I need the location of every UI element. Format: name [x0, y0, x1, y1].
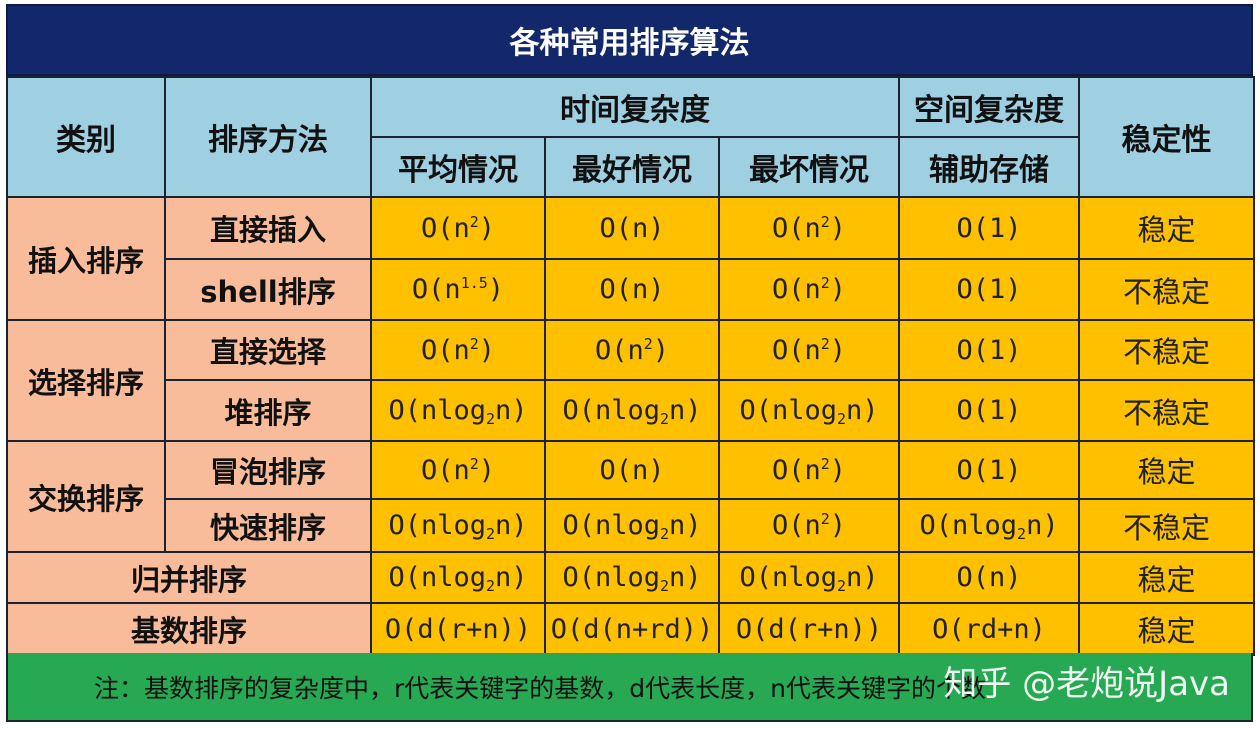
header-auxiliary: 辅助存储 [898, 136, 1081, 198]
exponent-superscript: 2 [820, 274, 830, 292]
sorting-complexity-table: 类别 排序方法 时间复杂度 空间复杂度 稳定性 平均情况 最好情况 最坏情况 辅… [6, 76, 1256, 656]
stability-cell: 稳定 [1078, 551, 1256, 604]
space-cell: O(n) [898, 551, 1081, 604]
best-cell: O(nlog2n) [544, 379, 720, 442]
worst-cell: O(n2) [717, 440, 901, 500]
stability-cell: 稳定 [1078, 440, 1256, 500]
header-space-complexity: 空间复杂度 [898, 76, 1081, 138]
header-worst: 最坏情况 [717, 136, 901, 198]
log-base-subscript: 2 [660, 410, 670, 428]
log-base-subscript: 2 [660, 525, 670, 543]
header-average: 平均情况 [370, 136, 546, 198]
average-cell: O(n1.5) [370, 258, 546, 321]
header-category: 类别 [6, 76, 166, 198]
space-cell: O(1) [898, 319, 1081, 381]
table-row: 交换排序 冒泡排序 O(n2) O(n) O(n2) O(1) 稳定 [6, 440, 1256, 553]
best-cell: O(n2) [544, 319, 720, 381]
space-cell: O(rd+n) [898, 602, 1081, 656]
exponent-superscript: 2 [820, 510, 830, 528]
method-cell: 堆排序 [164, 379, 372, 442]
best-cell: O(d(n+rd)) [544, 602, 720, 656]
table-row: 基数排序 O(d(r+n)) O(d(n+rd)) O(d(r+n)) O(rd… [6, 602, 1256, 656]
method-cell: shell排序 [164, 258, 372, 321]
average-cell: O(n2) [370, 319, 546, 381]
average-cell: O(nlog2n) [370, 498, 546, 553]
best-cell: O(n) [544, 196, 720, 260]
category-exchange: 交换排序 [6, 440, 166, 553]
exponent-superscript: 2 [643, 334, 653, 353]
header-best: 最好情况 [544, 136, 720, 198]
log-base-subscript: 2 [486, 525, 496, 543]
category-selection: 选择排序 [6, 319, 166, 442]
table-row: shell排序 O(n1.5) O(n) O(n2) O(1) 不稳定 [7, 258, 1256, 321]
exponent-superscript: 2 [820, 334, 830, 353]
log-base-subscript: 2 [486, 410, 496, 428]
table-row: 堆排序 O(nlog2n) O(nlog2n) O(nlog2n) O(1) 不… [7, 379, 1256, 442]
worst-cell: O(n2) [717, 196, 901, 260]
exponent-superscript: 2 [469, 334, 479, 353]
stability-cell: 不稳定 [1078, 258, 1256, 321]
average-cell: O(nlog2n) [370, 379, 546, 442]
stability-cell: 稳定 [1078, 196, 1256, 260]
log-base-subscript: 2 [1017, 525, 1027, 543]
table-row: 归并排序 O(nlog2n) O(nlog2n) O(nlog2n) O(n) … [6, 551, 1256, 604]
category-radix: 基数排序 [6, 602, 372, 656]
log-base-subscript: 2 [660, 577, 670, 595]
best-cell: O(nlog2n) [544, 551, 720, 604]
method-cell: 直接插入 [164, 196, 372, 260]
space-cell: O(1) [898, 440, 1081, 500]
table-title: 各种常用排序算法 [6, 4, 1253, 76]
header-stability: 稳定性 [1078, 76, 1256, 198]
average-cell: O(nlog2n) [370, 551, 546, 604]
space-cell: O(1) [898, 379, 1081, 442]
average-cell: O(n2) [370, 440, 546, 500]
header-method: 排序方法 [164, 76, 372, 198]
best-cell: O(n) [544, 440, 720, 500]
table-row: 插入排序 直接插入 O(n2) O(n) O(n2) O(1) 稳定 [6, 196, 1256, 321]
worst-cell: O(d(r+n)) [717, 602, 901, 656]
exponent-superscript: 2 [469, 212, 479, 231]
stability-cell: 不稳定 [1078, 319, 1256, 381]
worst-cell: O(n2) [717, 319, 901, 381]
stability-cell: 不稳定 [1078, 379, 1256, 442]
header-time-complexity: 时间复杂度 [369, 76, 901, 138]
worst-cell: O(n2) [717, 498, 901, 553]
worst-cell: O(nlog2n) [717, 379, 901, 442]
category-insertion: 插入排序 [6, 196, 166, 321]
exponent-superscript: 2 [820, 454, 830, 473]
method-cell: 快速排序 [164, 498, 372, 553]
log-base-subscript: 2 [837, 410, 847, 428]
space-cell: O(1) [898, 258, 1081, 321]
exponent-superscript: 1.5 [460, 274, 488, 292]
method-cell: 直接选择 [164, 319, 372, 381]
footnote: 注：基数排序的复杂度中，r代表关键字的基数，d代表长度，n代表关键字的个数 [6, 653, 1253, 722]
average-cell: O(n2) [370, 196, 546, 260]
table-row: 选择排序 直接选择 O(n2) O(n2) O(n2) O(1) 不稳定 [6, 319, 1256, 442]
exponent-superscript: 2 [469, 454, 479, 473]
log-base-subscript: 2 [837, 577, 847, 595]
exponent-superscript: 2 [820, 212, 830, 231]
stability-cell: 不稳定 [1078, 498, 1256, 553]
space-cell: O(1) [898, 196, 1081, 260]
category-merge: 归并排序 [6, 551, 372, 604]
space-cell: O(nlog2n) [898, 498, 1081, 553]
worst-cell: O(n2) [717, 258, 901, 321]
best-cell: O(nlog2n) [544, 498, 720, 553]
sorting-table-figure: 各种常用排序算法 类别 排序方法 时间复杂度 空间复杂度 稳定性 平均情况 最好… [6, 4, 1256, 722]
best-cell: O(n) [544, 258, 720, 321]
watermark-text: 知乎 @老炮说Java [943, 664, 1230, 704]
worst-cell: O(nlog2n) [717, 551, 901, 604]
log-base-subscript: 2 [486, 577, 496, 595]
average-cell: O(d(r+n)) [370, 602, 546, 656]
method-cell: 冒泡排序 [164, 440, 372, 500]
stability-cell: 稳定 [1078, 602, 1256, 656]
table-row: 快速排序 O(nlog2n) O(nlog2n) O(n2) O(nlog2n)… [7, 498, 1256, 553]
